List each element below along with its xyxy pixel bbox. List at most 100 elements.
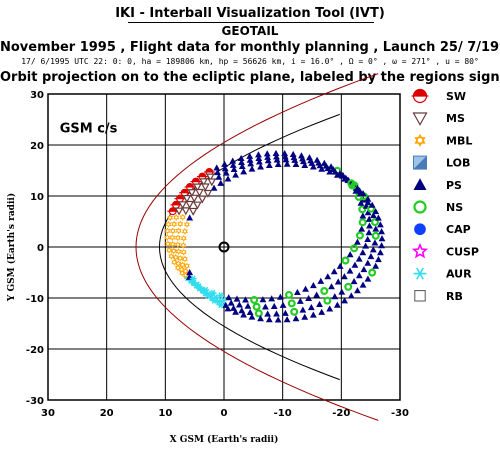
orbit-parameters: 17/ 6/1995 UTC 22: 0: 0, ha = 189806 km,… <box>21 57 479 66</box>
aur-symbol <box>218 292 224 299</box>
ps-symbol <box>270 302 278 309</box>
ms-symbol <box>174 207 184 216</box>
ps-symbol <box>341 175 349 182</box>
mbl-center <box>174 256 177 259</box>
ms-symbol <box>207 178 217 187</box>
aur-symbol <box>218 301 224 309</box>
ps-symbol <box>370 211 377 219</box>
mbl-center <box>180 268 183 271</box>
ps-symbol <box>378 228 386 235</box>
ps-symbol <box>341 273 348 280</box>
mbl-center <box>179 222 182 226</box>
ps-symbol <box>413 178 427 190</box>
ps-symbol <box>244 302 252 309</box>
mbl-center <box>177 262 180 265</box>
ps-symbol <box>229 157 237 164</box>
cap-symbol <box>414 223 426 236</box>
ps-symbol <box>292 315 300 322</box>
ps-symbol <box>366 222 373 229</box>
ns-symbol <box>320 286 329 295</box>
ps-symbol <box>328 283 335 290</box>
ms-symbol <box>189 194 199 203</box>
earth-marker <box>218 241 230 253</box>
y-tick-label: -20 <box>26 345 44 356</box>
ms-symbol <box>195 188 204 197</box>
mbl-center <box>166 236 169 239</box>
ps-symbol <box>247 160 255 167</box>
ps-symbol <box>359 190 367 197</box>
ps-symbol <box>334 171 341 178</box>
ns-symbol <box>287 299 296 308</box>
aur-symbol <box>199 287 205 294</box>
ps-symbol <box>346 267 354 274</box>
mbl-center <box>173 261 176 264</box>
ps-symbol <box>238 158 245 165</box>
ps-symbol <box>359 212 367 219</box>
ps-symbol <box>365 215 373 222</box>
ps-symbol <box>221 160 228 167</box>
ps-symbol <box>307 303 315 311</box>
ps-symbol <box>301 313 309 320</box>
ps-symbol <box>221 165 229 172</box>
mbl-center <box>184 274 187 277</box>
ps-symbol <box>354 184 361 191</box>
ps-symbol <box>283 316 291 323</box>
ps-symbol <box>364 259 372 266</box>
legend-label-lob: LOB <box>446 157 470 170</box>
ps-symbol <box>359 249 367 256</box>
ps-symbol <box>263 150 271 157</box>
x-tick-label: -10 <box>274 408 292 419</box>
ps-symbol <box>227 299 235 306</box>
ps-symbol <box>309 311 317 318</box>
ns-symbol <box>355 231 364 240</box>
ps-symbol <box>255 151 262 158</box>
ps-symbol <box>217 179 225 186</box>
ps-symbol <box>357 199 365 206</box>
ps-symbol <box>265 316 273 323</box>
ps-symbol <box>214 169 221 176</box>
sw-half <box>181 189 189 193</box>
ps-symbol <box>377 249 384 256</box>
ps-symbol <box>375 214 382 221</box>
aur-symbol <box>196 284 202 292</box>
aur-symbol <box>205 292 211 299</box>
ps-symbol <box>355 272 363 279</box>
rb-symbol <box>414 290 426 302</box>
ps-symbol <box>246 152 254 159</box>
plot-description: Orbit projection on to the ecliptic plan… <box>0 70 500 85</box>
sw-half <box>198 173 206 177</box>
ps-symbol <box>333 301 341 308</box>
ps-symbol <box>302 285 309 292</box>
ps-symbol <box>318 308 326 315</box>
mbl-center <box>177 229 180 233</box>
ps-symbol <box>294 288 301 295</box>
mission-name: GEOTAIL <box>221 24 279 38</box>
ms-symbol <box>199 178 209 187</box>
legend-label-ps: PS <box>446 179 462 192</box>
ms-symbol <box>205 173 215 182</box>
ps-symbol <box>375 255 382 263</box>
ps-symbol <box>317 277 325 284</box>
ps-symbol <box>248 313 256 320</box>
ps-symbol <box>246 156 254 163</box>
ps-symbol <box>274 160 282 168</box>
sw-half <box>413 89 427 96</box>
ps-symbol <box>355 255 363 262</box>
ps-symbol <box>331 293 339 300</box>
ps-symbol <box>246 308 254 315</box>
ns-symbol <box>341 256 350 265</box>
ps-symbol <box>360 266 368 273</box>
y-tick-label: 10 <box>30 192 44 203</box>
ns-symbol <box>371 218 379 227</box>
mbl-center <box>166 229 169 233</box>
plot-frame <box>47 93 401 401</box>
mbl-center <box>183 257 187 261</box>
ps-symbol <box>309 163 317 170</box>
ps-symbol <box>299 306 307 313</box>
ps-symbol <box>326 168 334 175</box>
ps-symbol <box>255 158 263 165</box>
ps-symbol <box>316 300 323 308</box>
ns-symbol <box>358 205 367 214</box>
ps-symbol <box>350 277 358 285</box>
ms-symbol <box>193 183 202 192</box>
